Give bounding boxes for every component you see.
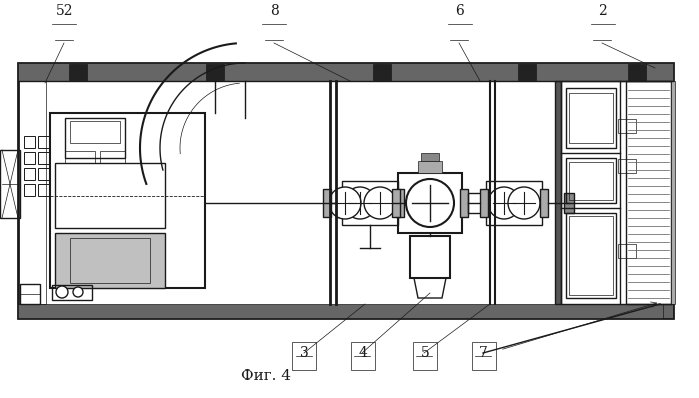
Bar	[373, 64, 391, 80]
Bar	[398, 173, 462, 233]
Circle shape	[344, 187, 376, 219]
Bar	[38, 184, 49, 196]
Circle shape	[488, 187, 520, 219]
Bar	[618, 244, 636, 258]
Bar	[392, 189, 400, 217]
Text: 7: 7	[480, 346, 488, 360]
Bar	[671, 81, 675, 304]
Bar	[38, 136, 49, 148]
Text: 5: 5	[421, 346, 429, 360]
Bar	[418, 161, 442, 173]
Bar	[38, 152, 49, 164]
Text: 8: 8	[270, 4, 278, 18]
Bar	[292, 342, 316, 370]
Circle shape	[406, 179, 454, 227]
Bar	[410, 236, 450, 278]
Bar	[50, 113, 205, 288]
Bar	[65, 151, 95, 163]
Text: Фиг. 4: Фиг. 4	[240, 369, 291, 383]
Bar	[472, 342, 496, 370]
Bar	[569, 162, 613, 200]
Bar	[628, 64, 646, 80]
Circle shape	[364, 187, 396, 219]
Bar	[100, 151, 125, 163]
Bar	[24, 184, 35, 196]
Bar	[52, 285, 92, 300]
Bar	[413, 342, 437, 370]
Bar	[569, 216, 613, 295]
Bar	[396, 189, 404, 217]
Text: 52: 52	[55, 4, 73, 18]
Bar	[626, 81, 671, 304]
Bar	[663, 304, 673, 318]
Bar	[540, 189, 548, 217]
Bar	[18, 304, 673, 318]
Bar	[70, 238, 150, 283]
Text: 2: 2	[598, 4, 607, 18]
Bar	[566, 158, 616, 203]
Bar	[351, 342, 375, 370]
Circle shape	[73, 287, 83, 297]
Bar	[65, 118, 125, 158]
Circle shape	[56, 286, 68, 298]
Bar	[421, 153, 439, 161]
Bar	[561, 81, 673, 304]
Bar	[18, 81, 46, 304]
Bar	[206, 64, 224, 80]
Bar	[342, 181, 398, 225]
Bar	[566, 88, 616, 148]
Bar	[20, 284, 40, 304]
Bar	[468, 193, 484, 213]
Bar	[486, 181, 542, 225]
Bar	[70, 121, 120, 143]
Bar	[69, 64, 87, 80]
Bar	[323, 189, 331, 217]
Bar	[0, 150, 20, 218]
Bar	[518, 64, 536, 80]
Bar	[18, 63, 673, 318]
Bar	[618, 159, 636, 173]
Circle shape	[329, 187, 361, 219]
Bar	[55, 233, 165, 288]
Bar	[336, 189, 344, 217]
Bar	[24, 152, 35, 164]
Text: 3: 3	[300, 346, 308, 360]
Bar	[555, 81, 561, 304]
Bar	[55, 163, 165, 228]
Text: 4: 4	[359, 346, 367, 360]
Bar	[569, 93, 613, 143]
Bar	[38, 168, 49, 180]
Bar	[24, 136, 35, 148]
Circle shape	[508, 187, 540, 219]
Bar	[618, 119, 636, 133]
Text: 6: 6	[456, 4, 464, 18]
Bar	[24, 168, 35, 180]
Bar	[564, 193, 574, 213]
Bar	[460, 189, 468, 217]
Bar	[480, 189, 488, 217]
Bar	[18, 63, 673, 81]
Bar	[566, 213, 616, 298]
